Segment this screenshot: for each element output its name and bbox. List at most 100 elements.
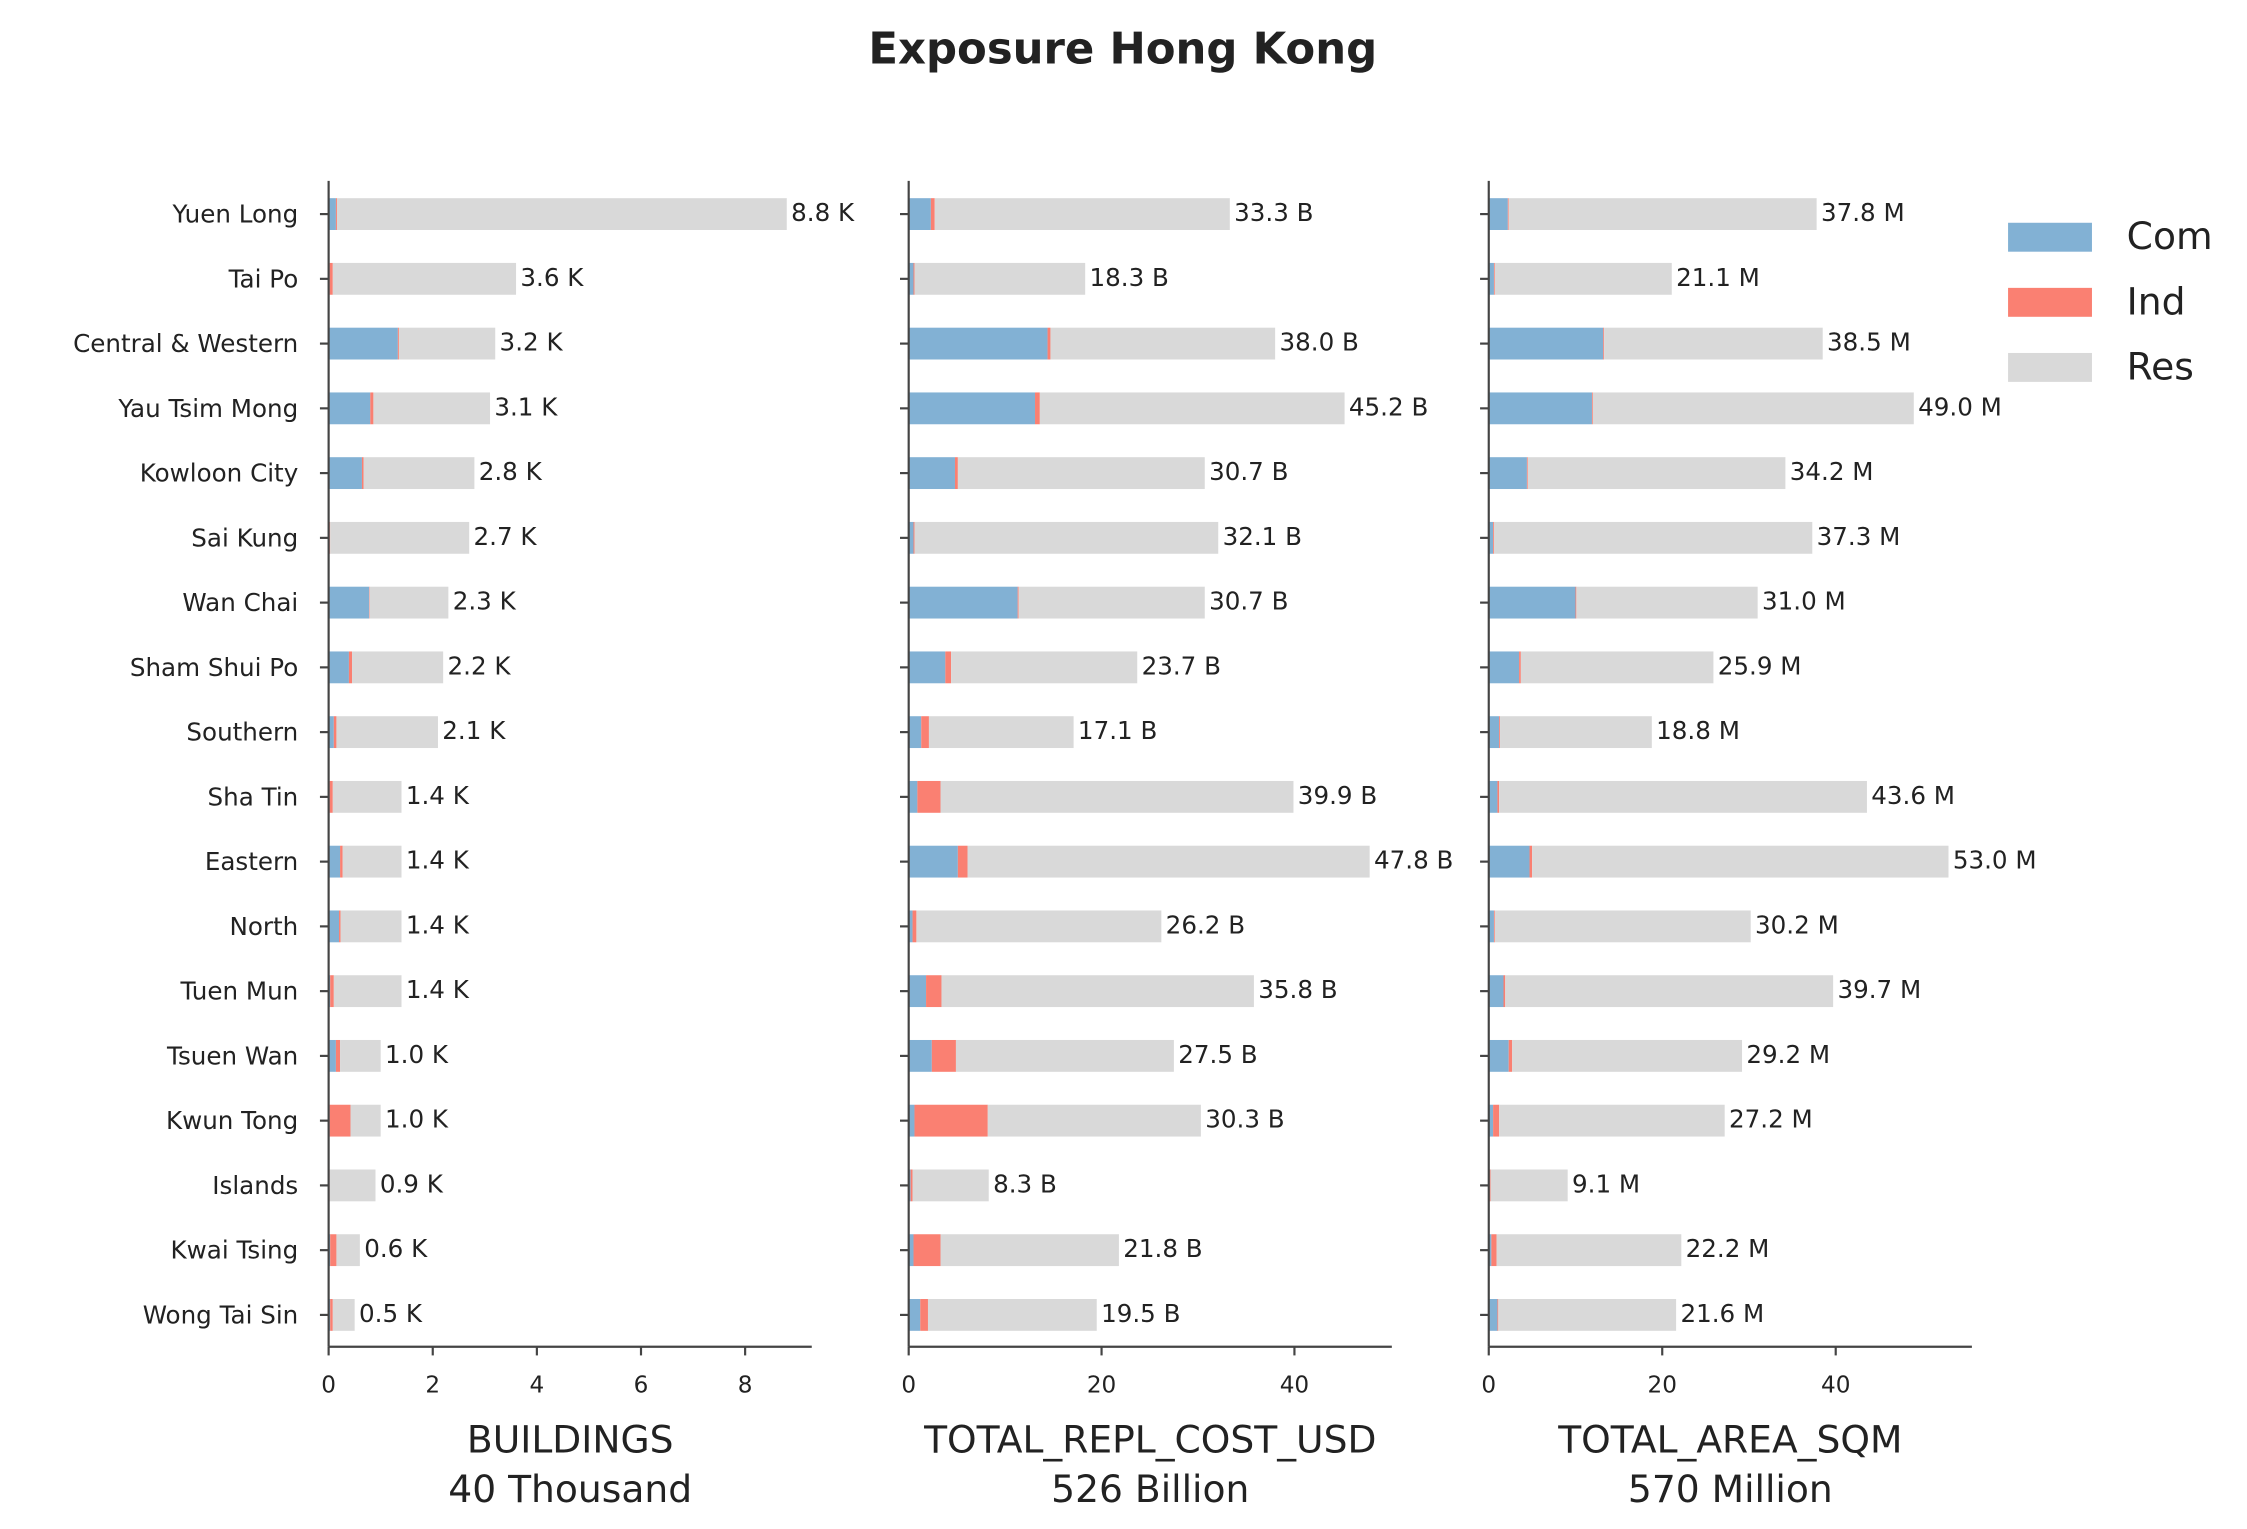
value-label: 19.5 B xyxy=(1101,1299,1180,1328)
bar-segment xyxy=(908,1298,921,1331)
bar-segment xyxy=(928,716,1074,749)
y-tick-label: Yuen Long xyxy=(171,200,298,229)
bar-segment xyxy=(369,586,449,619)
bar-segment xyxy=(398,327,496,360)
bar-segment xyxy=(350,1104,381,1137)
bar-segment xyxy=(908,910,913,943)
legend-label: Res xyxy=(2127,344,2194,388)
bar-segment xyxy=(1018,586,1205,619)
value-label: 2.1 K xyxy=(442,716,506,745)
y-tick-label: Eastern xyxy=(205,847,298,876)
value-label: 30.2 M xyxy=(1755,910,1839,939)
value-label: 39.9 B xyxy=(1298,781,1377,810)
legend-label: Com xyxy=(2127,214,2213,258)
x-axis-note: 570 Million xyxy=(1628,1467,1833,1511)
bar-segment xyxy=(328,910,340,943)
bar-segment xyxy=(908,716,922,749)
value-label: 32.1 B xyxy=(1223,522,1302,551)
bar-segment xyxy=(1497,1298,1499,1331)
bar-segment xyxy=(1520,651,1714,684)
value-label: 2.2 K xyxy=(448,651,512,680)
bar-segment xyxy=(1499,1104,1725,1137)
bar-segment xyxy=(1532,845,1949,878)
x-axis-label: TOTAL_AREA_SQM xyxy=(1557,1418,1902,1462)
bar-segment xyxy=(330,521,470,554)
bar-segment xyxy=(1496,1234,1682,1267)
value-label: 37.8 M xyxy=(1821,198,1905,227)
bar-segment xyxy=(1488,392,1592,425)
value-label: 22.2 M xyxy=(1686,1234,1770,1263)
bar-segment xyxy=(1494,262,1672,295)
value-label: 43.6 M xyxy=(1871,781,1955,810)
value-label: 31.0 M xyxy=(1762,587,1846,616)
value-label: 1.4 K xyxy=(406,975,470,1004)
bar-segment xyxy=(967,845,1370,878)
bar-segment xyxy=(332,262,517,295)
bar-segment xyxy=(332,780,402,813)
x-tick-label: 2 xyxy=(425,1372,440,1398)
bar-segment xyxy=(908,1234,914,1267)
value-label: 38.5 M xyxy=(1827,328,1911,357)
bar-segment xyxy=(957,457,1205,490)
value-label: 1.4 K xyxy=(406,846,470,875)
bar-segment xyxy=(1488,586,1576,619)
bar-segment xyxy=(1505,975,1834,1008)
bar-segment xyxy=(340,910,402,943)
bar-segment xyxy=(913,1234,941,1267)
bar-segment xyxy=(329,1169,376,1202)
bar-segment xyxy=(1050,327,1276,360)
bar-segment xyxy=(1488,845,1530,878)
y-tick-label: Central & Western xyxy=(73,329,298,358)
bar-segment xyxy=(908,392,1036,425)
bar-segment xyxy=(370,392,374,425)
bar-segment xyxy=(352,651,444,684)
x-tick-label: 0 xyxy=(901,1372,916,1398)
x-tick-label: 0 xyxy=(321,1372,336,1398)
value-label: 3.2 K xyxy=(500,328,564,357)
bar-segment xyxy=(908,457,955,490)
bar-segment xyxy=(339,910,341,943)
value-label: 47.8 B xyxy=(1374,846,1453,875)
y-tick-label: Sai Kung xyxy=(191,523,298,552)
bar-segment xyxy=(926,975,942,1008)
bar-segment xyxy=(328,1039,336,1072)
y-tick-label: Sha Tin xyxy=(208,782,299,811)
value-label: 29.2 M xyxy=(1746,1040,1830,1069)
x-tick-label: 40 xyxy=(1821,1372,1850,1398)
bar-segment xyxy=(1497,780,1500,813)
bar-segment xyxy=(1488,1039,1509,1072)
bar-segment xyxy=(1488,1104,1494,1137)
bar-segment xyxy=(328,327,398,360)
bar-segment xyxy=(328,392,371,425)
bar-segment xyxy=(912,910,917,943)
bar-segment xyxy=(1604,327,1823,360)
bar-segment xyxy=(1488,780,1498,813)
bar-segment xyxy=(908,1039,932,1072)
value-label: 0.5 K xyxy=(359,1299,423,1328)
value-label: 33.3 B xyxy=(1234,198,1313,227)
bar-segment xyxy=(333,716,337,749)
bar-segment xyxy=(1488,457,1527,490)
bar-segment xyxy=(1490,1169,1568,1202)
bar-segment xyxy=(908,586,1018,619)
bar-segment xyxy=(934,198,1230,231)
bar-segment xyxy=(1493,521,1494,554)
x-tick-label: 40 xyxy=(1280,1372,1309,1398)
bar-segment xyxy=(1603,327,1605,360)
bar-segment xyxy=(920,1298,928,1331)
y-tick-label: Tsuen Wan xyxy=(166,1041,298,1070)
value-label: 30.3 B xyxy=(1205,1105,1284,1134)
bar-segment xyxy=(1488,1234,1492,1267)
value-label: 30.7 B xyxy=(1209,587,1288,616)
x-axis-label: TOTAL_REPL_COST_USD xyxy=(923,1418,1376,1462)
bar-segment xyxy=(348,651,353,684)
x-axis-note: 526 Billion xyxy=(1051,1467,1249,1511)
bar-segment xyxy=(1488,1298,1498,1331)
bar-segment xyxy=(361,457,364,490)
value-label: 21.8 B xyxy=(1123,1234,1202,1263)
value-label: 27.2 M xyxy=(1729,1105,1813,1134)
bar-segment xyxy=(1488,975,1504,1008)
bar-segment xyxy=(941,975,1254,1008)
bar-segment xyxy=(908,975,927,1008)
bar-segment xyxy=(1488,262,1494,295)
